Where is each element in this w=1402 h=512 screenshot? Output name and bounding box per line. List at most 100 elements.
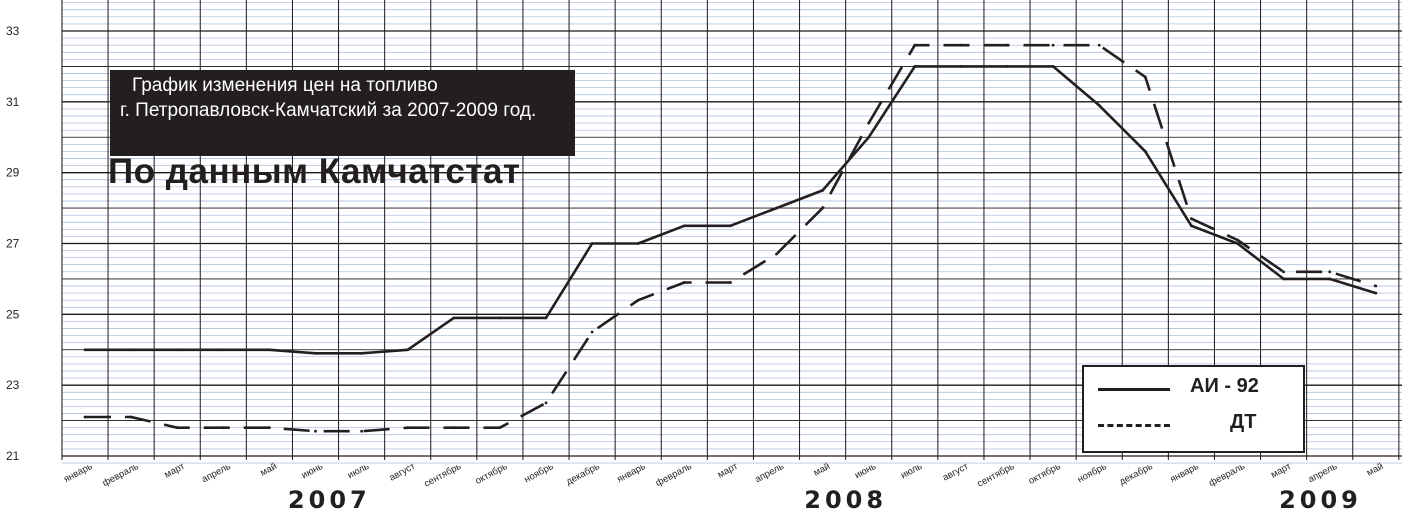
series-point xyxy=(1236,238,1239,242)
x-tick-label: август xyxy=(941,461,971,484)
series-point xyxy=(1236,242,1239,245)
legend: АИ - 92 ДТ xyxy=(1082,365,1305,453)
y-tick-label: 23 xyxy=(6,378,20,392)
series-point xyxy=(1097,43,1101,47)
x-tick-label: сентябрь xyxy=(976,461,1017,490)
series-point xyxy=(175,426,179,430)
series-point xyxy=(1328,270,1332,274)
series-point xyxy=(867,135,871,139)
series-point xyxy=(83,348,87,352)
series-point xyxy=(452,316,456,320)
y-tick-label: 29 xyxy=(6,166,20,180)
legend-swatch-solid xyxy=(1098,388,1170,391)
x-tick-label: май xyxy=(259,461,279,479)
series-point xyxy=(498,316,502,320)
chart-title-line-1: График изменения цен на топливо xyxy=(132,75,438,96)
y-axis-ticks: 21 23 25 27 29 31 33 xyxy=(6,24,20,463)
year-label: 2007 xyxy=(288,486,371,512)
legend-swatch-dashed xyxy=(1098,424,1170,427)
x-tick-label: ноябрь xyxy=(523,461,556,485)
series-point xyxy=(775,206,778,210)
series-point xyxy=(221,426,225,430)
x-tick-label: апрель xyxy=(1306,461,1339,485)
year-label: 2008 xyxy=(804,486,887,512)
x-tick-label: февраль xyxy=(1207,461,1247,489)
series-point xyxy=(314,429,317,433)
y-tick-label: 33 xyxy=(6,24,20,38)
x-tick-label: январь xyxy=(615,461,647,485)
chart-title-line-2: г. Петропавловск-Камчатский за 2007-2009… xyxy=(120,100,537,121)
legend-label-dt: ДТ xyxy=(1230,411,1257,433)
series-point xyxy=(636,298,640,302)
series-point xyxy=(360,351,363,355)
series-point xyxy=(590,330,594,334)
x-tick-label: май xyxy=(1365,461,1385,479)
series-point xyxy=(682,281,686,284)
major-grid xyxy=(61,0,1402,460)
series-point xyxy=(1051,43,1055,47)
chart-subtitle: По данным Камчатстат xyxy=(108,152,521,191)
x-tick-label: сентябрь xyxy=(422,461,463,490)
x-tick-label: октябрь xyxy=(1027,461,1063,487)
series-point xyxy=(1051,65,1055,68)
x-tick-label: июль xyxy=(346,461,371,481)
series-point xyxy=(1190,224,1193,228)
series-point xyxy=(129,348,133,352)
y-tick-label: 25 xyxy=(6,307,20,321)
x-tick-label: июль xyxy=(899,461,924,481)
x-tick-label: март xyxy=(163,461,187,481)
series-point xyxy=(913,65,917,68)
y-tick-label: 31 xyxy=(6,95,20,109)
series-point xyxy=(406,348,410,352)
series-point xyxy=(1282,270,1285,274)
series-point xyxy=(682,224,686,228)
series-point xyxy=(175,348,179,352)
x-tick-label: август xyxy=(388,461,418,484)
y-tick-label: 21 xyxy=(6,449,20,463)
series-point xyxy=(821,206,824,210)
x-tick-label: февраль xyxy=(101,461,141,489)
x-tick-label: январь xyxy=(62,461,94,485)
series-point xyxy=(590,242,594,245)
x-tick-label: март xyxy=(716,461,740,481)
x-tick-label: январь xyxy=(1168,461,1200,485)
x-tick-label: ноябрь xyxy=(1076,461,1109,485)
x-tick-label: декабрь xyxy=(1118,461,1155,488)
series-point xyxy=(867,121,871,125)
year-labels: 2007 2008 2009 xyxy=(288,486,1362,512)
series-point xyxy=(129,415,133,419)
series-point xyxy=(1328,277,1332,281)
series-point xyxy=(775,252,778,256)
series-point xyxy=(360,429,363,433)
chart-title-box: График изменения цен на топливо г. Петро… xyxy=(110,70,575,156)
series-point xyxy=(729,281,732,284)
x-tick-label: февраль xyxy=(654,461,694,489)
series-point xyxy=(314,351,317,355)
series-point xyxy=(913,43,917,47)
series-point xyxy=(1374,284,1378,288)
y-tick-label: 27 xyxy=(6,237,20,251)
series-point xyxy=(1097,103,1101,107)
series-point xyxy=(821,188,824,192)
series-point xyxy=(1143,75,1147,79)
series-point xyxy=(498,426,502,430)
x-tick-label: март xyxy=(1269,461,1293,481)
series-point xyxy=(959,65,963,68)
series-point xyxy=(544,401,548,405)
series-point xyxy=(452,426,456,430)
series-lines xyxy=(83,43,1378,433)
series-point xyxy=(268,426,271,430)
x-tick-label: апрель xyxy=(753,461,786,485)
series-point xyxy=(1190,217,1193,221)
year-label: 2009 xyxy=(1279,486,1362,512)
series-point xyxy=(406,426,410,430)
series-point xyxy=(221,348,225,352)
series-point xyxy=(1143,150,1147,153)
x-tick-label: октябрь xyxy=(473,461,509,487)
series-point xyxy=(1005,65,1009,68)
series-point xyxy=(959,43,963,47)
x-tick-label: июнь xyxy=(300,461,325,481)
series-point xyxy=(268,348,271,352)
series-point xyxy=(636,242,640,245)
